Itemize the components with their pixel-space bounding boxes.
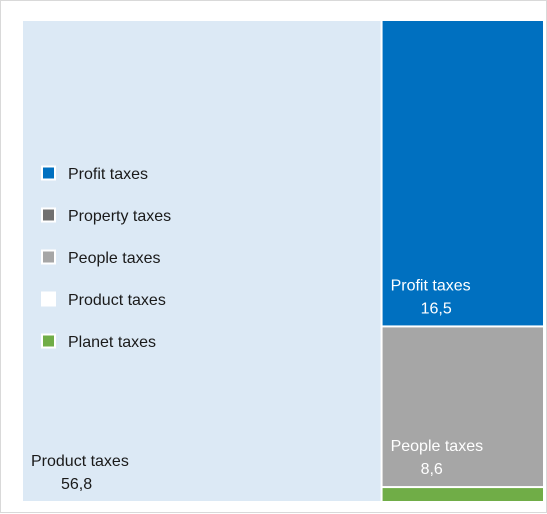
- legend-swatch-planet-taxes: [43, 335, 54, 347]
- tile-people-taxes: [382, 327, 543, 487]
- tile-profit-taxes: [382, 21, 543, 326]
- tile-name-profit-taxes: Profit taxes: [391, 277, 471, 294]
- tile-value-profit-taxes: 16,5: [421, 300, 452, 317]
- tile-name-people-taxes: People taxes: [391, 438, 484, 455]
- legend-label-product-taxes: Product taxes: [68, 292, 166, 309]
- legend-label-property-taxes: Property taxes: [68, 208, 171, 225]
- legend-label-profit-taxes: Profit taxes: [68, 166, 148, 183]
- tile-value-product-taxes: 56,8: [61, 476, 92, 493]
- tile-product-taxes: [23, 21, 381, 501]
- tile-planet-taxes: [382, 488, 543, 501]
- legend-swatch-property-taxes: [43, 209, 54, 221]
- tile-value-people-taxes: 8,6: [421, 461, 443, 478]
- tile-name-product-taxes: Product taxes: [31, 453, 129, 470]
- legend-swatch-profit-taxes: [43, 167, 54, 179]
- legend-swatch-product-taxes: [43, 293, 54, 305]
- legend-swatch-people-taxes: [43, 251, 54, 263]
- legend-label-planet-taxes: Planet taxes: [68, 334, 156, 351]
- legend-label-people-taxes: People taxes: [68, 250, 161, 267]
